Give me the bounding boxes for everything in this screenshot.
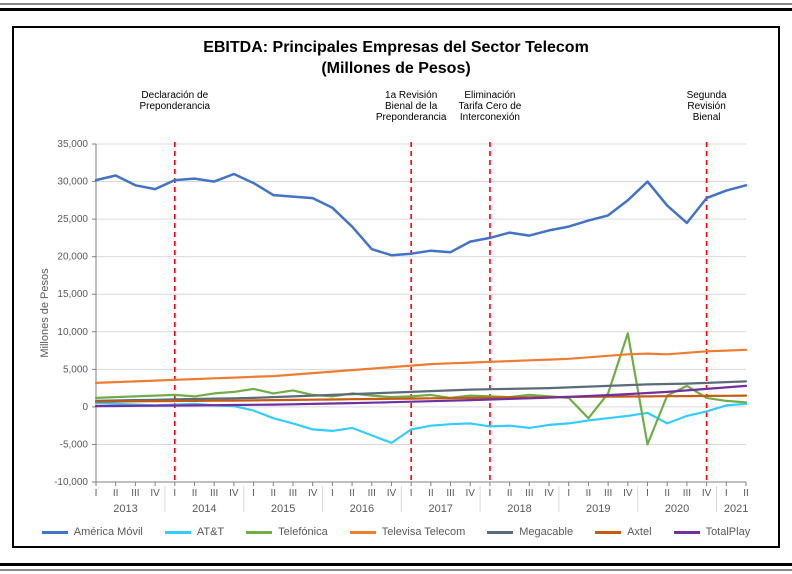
svg-text:IV: IV	[623, 488, 633, 499]
legend-label: Megacable	[519, 526, 573, 538]
svg-text:IV: IV	[229, 488, 239, 499]
legend-item-megacable: Megacable	[487, 526, 573, 538]
title-line-1: EBITDA: Principales Empresas del Sector …	[203, 39, 589, 56]
svg-text:II: II	[113, 488, 119, 499]
svg-text:I: I	[567, 488, 570, 499]
svg-text:I: I	[489, 488, 492, 499]
legend-item-totalplay: TotalPlay	[674, 526, 751, 538]
svg-text:IV: IV	[150, 488, 160, 499]
swatch-megacable	[487, 531, 513, 534]
chart-container: EBITDA: Principales Empresas del Sector …	[12, 26, 780, 548]
svg-text:30,000: 30,000	[57, 176, 88, 187]
svg-text:I: I	[331, 488, 334, 499]
svg-text:III: III	[368, 488, 376, 499]
legend-item-att: AT&T	[165, 526, 224, 538]
svg-text:Bienal de la: Bienal de la	[385, 101, 438, 112]
swatch-televisa	[350, 531, 376, 534]
svg-text:III: III	[683, 488, 691, 499]
swatch-telefonica	[246, 531, 272, 534]
svg-text:IV: IV	[544, 488, 554, 499]
svg-text:2020: 2020	[665, 503, 689, 515]
svg-text:5,000: 5,000	[63, 364, 88, 375]
svg-text:2017: 2017	[428, 503, 452, 515]
svg-text:2015: 2015	[271, 503, 295, 515]
chart-svg: -10,000 -5,000 0 5,000 10,000 15,000 20,000 25,…	[32, 86, 760, 522]
svg-text:Preponderancia: Preponderancia	[139, 101, 210, 112]
svg-text:I: I	[646, 488, 649, 499]
svg-text:II: II	[192, 488, 198, 499]
legend-label: TotalPlay	[706, 526, 751, 538]
svg-text:2018: 2018	[507, 503, 531, 515]
svg-text:I: I	[725, 488, 728, 499]
svg-text:II: II	[743, 488, 749, 499]
svg-text:I: I	[95, 488, 98, 499]
svg-text:II: II	[349, 488, 355, 499]
swatch-america-movil	[42, 531, 68, 534]
svg-text:Declaración de: Declaración de	[141, 90, 208, 101]
svg-text:Preponderancia: Preponderancia	[376, 112, 447, 123]
svg-text:Segunda: Segunda	[687, 90, 727, 101]
svg-text:Millones de Pesos: Millones de Pesos	[39, 267, 51, 357]
svg-text:III: III	[604, 488, 612, 499]
svg-text:II: II	[586, 488, 592, 499]
swatch-axtel	[595, 531, 621, 534]
legend-item-axtel: Axtel	[595, 526, 651, 538]
svg-text:2021: 2021	[724, 503, 748, 515]
svg-text:Revisión: Revisión	[687, 101, 725, 112]
svg-text:Tarifa Cero de: Tarifa Cero de	[459, 101, 522, 112]
svg-text:-5,000: -5,000	[60, 439, 89, 450]
svg-text:II: II	[507, 488, 513, 499]
svg-text:Interconexión: Interconexión	[460, 112, 520, 123]
svg-text:I: I	[252, 488, 255, 499]
legend-label: Axtel	[627, 526, 651, 538]
svg-text:2014: 2014	[192, 503, 216, 515]
svg-text:III: III	[446, 488, 454, 499]
svg-text:Eliminación: Eliminación	[464, 90, 515, 101]
legend-item-telefonica: Telefónica	[246, 526, 328, 538]
svg-text:IV: IV	[702, 488, 712, 499]
svg-text:2013: 2013	[113, 503, 137, 515]
svg-text:Bienal: Bienal	[693, 112, 721, 123]
svg-text:IV: IV	[466, 488, 476, 499]
svg-text:I: I	[410, 488, 413, 499]
svg-text:II: II	[664, 488, 670, 499]
svg-text:IV: IV	[308, 488, 318, 499]
legend-label: Televisa Telecom	[382, 526, 466, 538]
svg-text:15,000: 15,000	[57, 289, 88, 300]
chart-frame: EBITDA: Principales Empresas del Sector …	[0, 14, 792, 560]
svg-text:II: II	[270, 488, 276, 499]
swatch-att	[165, 531, 191, 534]
svg-text:10,000: 10,000	[57, 326, 88, 337]
legend: América Móvil AT&T Telefónica Televisa T…	[32, 522, 760, 538]
svg-text:II: II	[428, 488, 434, 499]
swatch-totalplay	[674, 531, 700, 534]
svg-text:2016: 2016	[350, 503, 374, 515]
svg-text:I: I	[173, 488, 176, 499]
svg-text:0: 0	[82, 401, 88, 412]
svg-text:25,000: 25,000	[57, 214, 88, 225]
svg-text:III: III	[131, 488, 139, 499]
legend-label: AT&T	[197, 526, 224, 538]
svg-text:35,000: 35,000	[57, 139, 88, 150]
svg-text:III: III	[210, 488, 218, 499]
svg-text:2019: 2019	[586, 503, 610, 515]
chart-title: EBITDA: Principales Empresas del Sector …	[32, 38, 760, 80]
svg-text:III: III	[289, 488, 297, 499]
legend-item-televisa: Televisa Telecom	[350, 526, 466, 538]
svg-text:III: III	[525, 488, 533, 499]
plot-area: -10,000 -5,000 0 5,000 10,000 15,000 20,000 25,…	[32, 86, 760, 522]
title-line-2: (Millones de Pesos)	[321, 60, 470, 77]
legend-label: América Móvil	[74, 526, 143, 538]
svg-text:IV: IV	[387, 488, 397, 499]
legend-label: Telefónica	[278, 526, 328, 538]
svg-text:1a Revisión: 1a Revisión	[385, 90, 437, 101]
svg-text:20,000: 20,000	[57, 251, 88, 262]
svg-text:-10,000: -10,000	[54, 477, 88, 488]
legend-item-america-movil: América Móvil	[42, 526, 143, 538]
